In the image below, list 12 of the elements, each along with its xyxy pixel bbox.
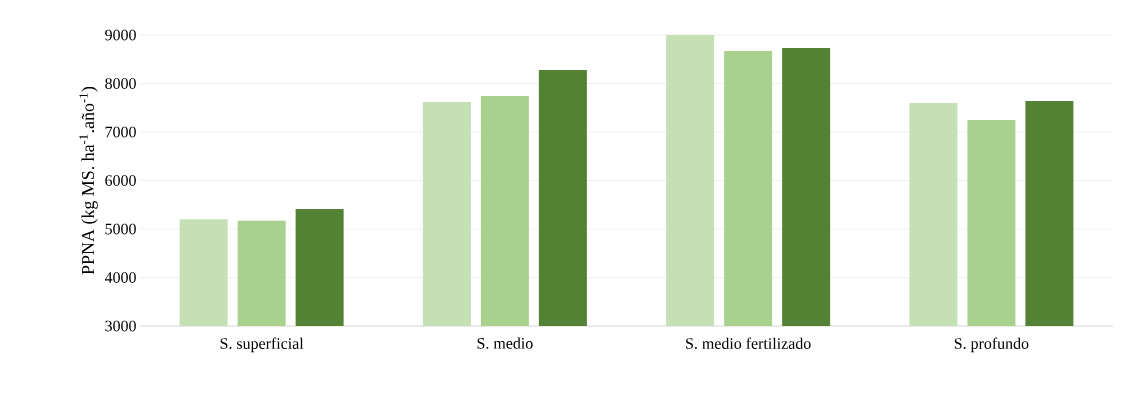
y-tick-label: 8000	[105, 78, 136, 89]
y-tick-label: 9000	[105, 29, 136, 41]
y-tick-label: 7000	[105, 126, 136, 138]
y-tick-label: 6000	[105, 175, 136, 186]
y-axis-title: PPNA (kg MS. ha$^{-1}$.año$^{-1}$)	[79, 86, 98, 275]
x-tick-label: S. medio fertilizado	[686, 337, 811, 349]
x-tick-label: S. superficial	[220, 337, 304, 353]
y-tick-label: 3000	[105, 320, 136, 332]
y-tick-label: 4000	[104, 272, 136, 283]
x-tick-label: S. profundo	[954, 337, 1029, 353]
x-tick-label: S. medio	[477, 337, 533, 349]
y-tick-label: 5000	[105, 223, 136, 235]
